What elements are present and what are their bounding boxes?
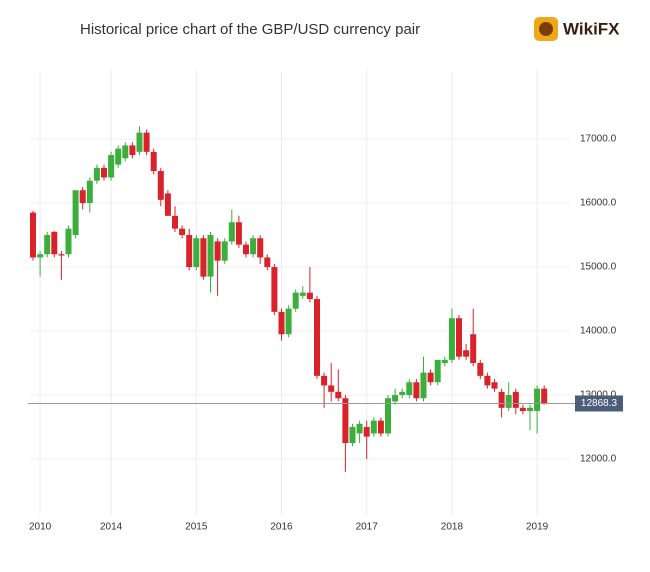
candle-body <box>79 190 86 204</box>
y-tick-label: 15000.0 <box>580 262 617 273</box>
candle-body <box>463 350 470 357</box>
candle-body <box>136 132 143 152</box>
candle-body <box>179 228 186 236</box>
y-tick-label: 14000.0 <box>580 326 617 337</box>
candle-body <box>314 299 320 376</box>
candle-body <box>58 254 65 256</box>
last-price-box <box>575 395 623 412</box>
x-tick-label: 2018 <box>441 522 464 533</box>
logo-text: WikiFX <box>563 19 620 38</box>
candle-body <box>377 420 384 434</box>
candle-body <box>363 427 370 437</box>
candle-body <box>200 238 207 277</box>
candle-body <box>541 388 548 404</box>
candle-body <box>235 222 242 245</box>
candle-body <box>164 193 171 216</box>
candle-body <box>37 254 44 258</box>
candle-body <box>228 222 235 242</box>
candle-body <box>93 167 100 181</box>
candle-body <box>44 235 51 255</box>
candle-body <box>477 363 484 376</box>
candle-body <box>101 167 107 178</box>
candle-body <box>356 423 363 434</box>
candle-body <box>335 391 342 399</box>
candle-body <box>207 235 214 277</box>
logo-mark <box>539 22 553 36</box>
candle-body <box>299 292 306 296</box>
candle-body <box>172 215 178 229</box>
y-tick-label: 17000.0 <box>580 134 617 145</box>
candle-body <box>342 398 349 444</box>
candle-body <box>328 385 335 392</box>
y-tick-label: 12000.0 <box>580 454 617 465</box>
last-price-label: 12868.3 <box>581 398 618 409</box>
candle-body <box>108 155 115 178</box>
candle-body <box>491 382 498 389</box>
candle-body <box>221 241 228 261</box>
candle-body <box>51 231 58 255</box>
candle-body <box>406 382 413 396</box>
chart-title: Historical price chart of the GBP/USD cu… <box>80 21 420 38</box>
candle-body <box>278 311 285 335</box>
candle-body <box>470 334 477 364</box>
y-tick-label: 16000.0 <box>580 198 617 209</box>
candle-body <box>186 235 193 268</box>
candle-body <box>370 420 377 434</box>
x-tick-label: 2015 <box>185 522 208 533</box>
candle-body <box>150 151 157 172</box>
candle-body <box>65 228 72 255</box>
x-tick-label: 2019 <box>526 522 549 533</box>
candle-body <box>420 372 427 399</box>
candle-body <box>129 145 136 156</box>
x-tick-label: 2016 <box>270 522 293 533</box>
candle-body <box>243 244 249 255</box>
candle-body <box>413 382 420 399</box>
x-tick-label: 2017 <box>356 522 379 533</box>
candle-body <box>306 292 313 300</box>
candle-body <box>72 190 79 236</box>
y-tick-label: 13000.0 <box>580 390 617 401</box>
candle-body <box>193 238 200 268</box>
candle-body <box>484 375 491 386</box>
candle-body <box>498 391 505 408</box>
candle-body <box>214 241 221 261</box>
candle-body <box>399 391 406 396</box>
candle-body <box>512 391 519 408</box>
candle-body <box>143 132 150 152</box>
candle-body <box>527 407 533 412</box>
candle-body <box>285 308 292 335</box>
candle-body <box>427 372 434 383</box>
candle-body <box>519 407 526 412</box>
candle-body <box>321 375 328 386</box>
candle-body <box>448 318 455 360</box>
candle-body <box>385 398 391 434</box>
candle-body <box>505 395 512 408</box>
candle-body <box>349 427 356 444</box>
candle-body <box>434 359 441 383</box>
candle-body <box>271 267 278 312</box>
candle-body <box>86 180 93 204</box>
x-tick-label: 2014 <box>100 522 123 533</box>
candle-body <box>534 388 541 412</box>
candle-body <box>392 395 399 402</box>
candle-body <box>264 257 271 268</box>
candle-body <box>292 292 299 309</box>
candle-body <box>257 238 264 258</box>
candle-body <box>122 145 129 159</box>
candle-body <box>115 148 122 165</box>
candle-body <box>441 359 448 364</box>
candle-body <box>30 212 36 258</box>
candle-body <box>157 171 164 200</box>
x-tick-label: 2010 <box>29 522 52 533</box>
candle-body <box>456 318 462 357</box>
candle-body <box>250 238 257 255</box>
